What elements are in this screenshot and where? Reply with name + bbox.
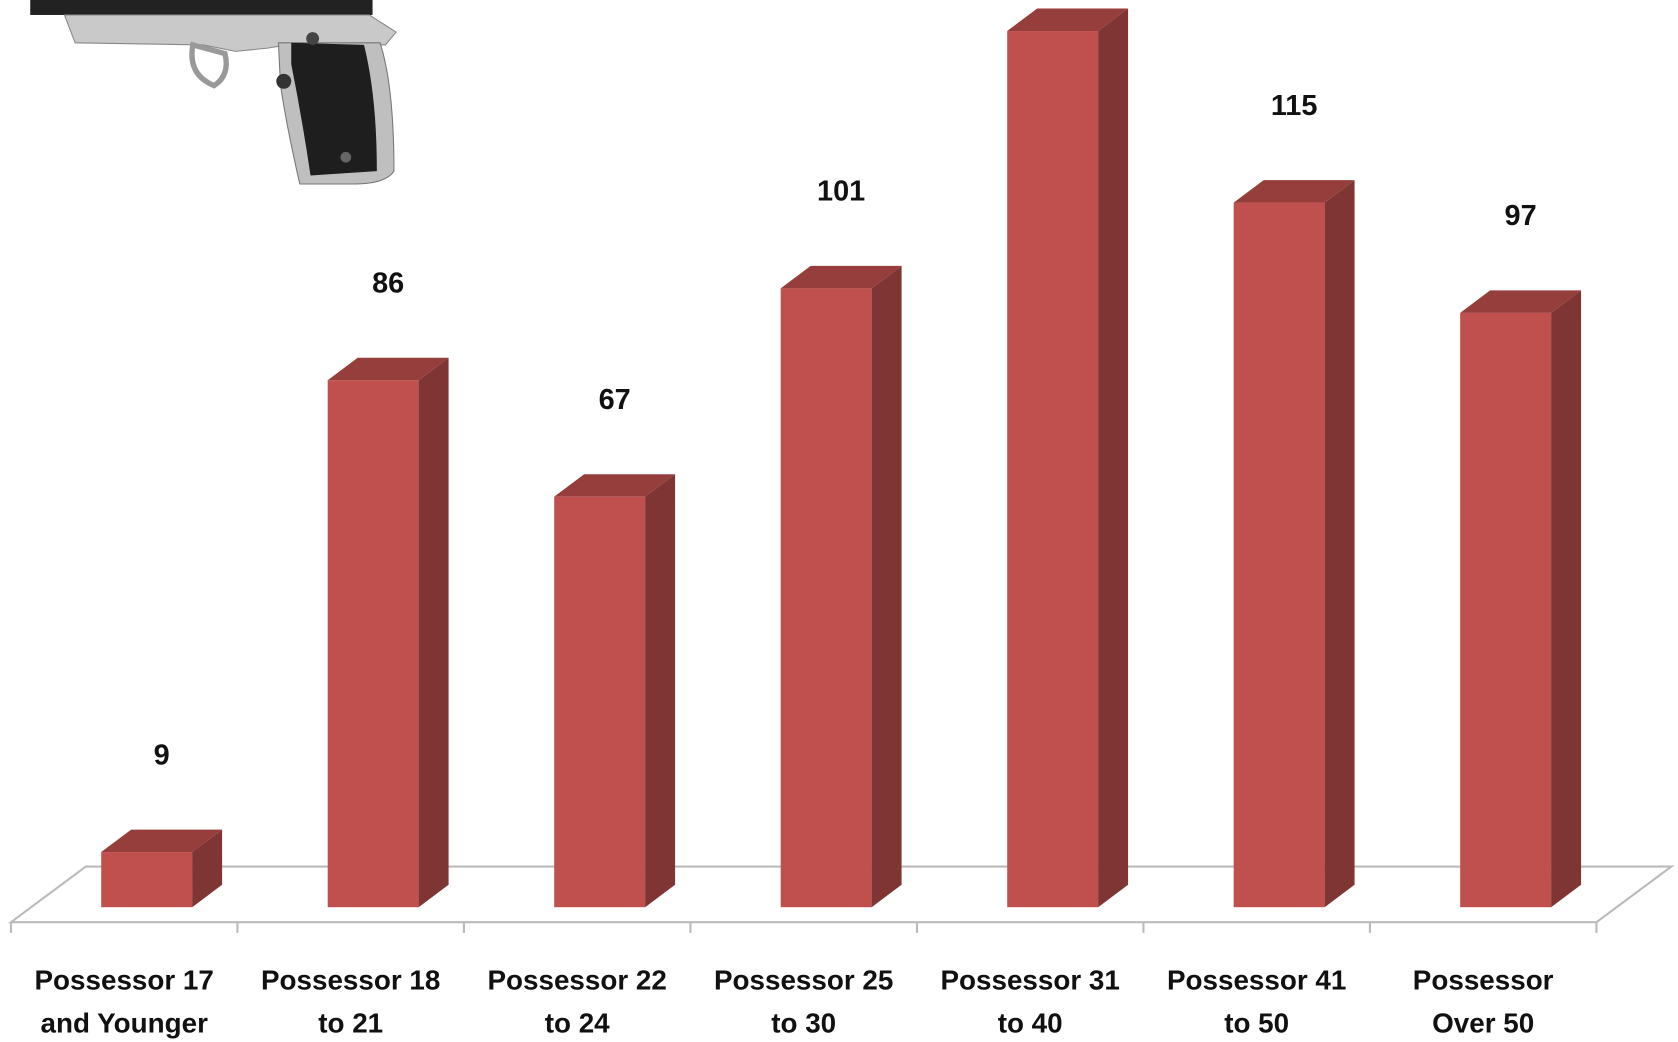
x-tick-label-box: Possessor 18 to 21 — [260, 963, 441, 1039]
pistol-illustration — [30, 0, 397, 185]
value-label: 97 — [1505, 200, 1537, 232]
bar-front — [101, 852, 193, 908]
value-label: 67 — [599, 384, 631, 416]
bar-front — [1460, 312, 1552, 908]
bar-side — [418, 357, 449, 908]
bar-front — [554, 496, 646, 908]
bar — [554, 474, 676, 908]
x-tick-label-box: Possessor 17 and Younger — [34, 963, 214, 1039]
x-tick-label-box: Possessor 41 to 50 — [1166, 963, 1347, 1039]
bar-top — [1460, 290, 1582, 313]
bar — [1233, 180, 1355, 908]
bar-top — [1233, 180, 1355, 203]
x-tick-label-box: Possessor 22 to 24 — [487, 963, 667, 1039]
x-tick-label: Possessor 17 and Younger — [34, 963, 214, 1039]
x-tick-label: Possessor 41 to 50 — [1166, 963, 1347, 1039]
x-tick-label-box: Possessor Over 50 — [1412, 963, 1554, 1039]
value-label: 115 — [1271, 90, 1318, 122]
bar-front — [1233, 202, 1325, 908]
bar — [780, 265, 902, 908]
bar-side — [1324, 180, 1355, 908]
x-tick-label-box: Possessor 25 to 30 — [713, 963, 894, 1039]
x-tick-label: Possessor Over 50 — [1412, 963, 1554, 1039]
bar-top — [101, 829, 223, 853]
bar-top — [554, 474, 676, 497]
x-tick-label: Possessor 18 to 21 — [260, 963, 441, 1039]
bar-side — [1551, 290, 1582, 908]
x-tick-label: Possessor 22 to 24 — [487, 963, 667, 1039]
bar — [1007, 8, 1129, 908]
bar-front — [327, 380, 419, 908]
bar-front — [780, 288, 872, 908]
x-tick-label: Possessor 31 to 40 — [940, 963, 1120, 1039]
bar — [1460, 290, 1582, 908]
bar-top — [780, 265, 902, 289]
bar-front — [1007, 31, 1099, 908]
bar-top — [327, 357, 449, 381]
bar — [327, 357, 449, 908]
value-label: 101 — [817, 176, 865, 208]
value-label: 86 — [372, 268, 404, 300]
x-tick-label-box: Possessor 31 to 40 — [940, 963, 1120, 1039]
bar-side — [1098, 8, 1129, 908]
bar-side — [871, 265, 902, 908]
value-label: 9 — [154, 739, 170, 771]
bar-side — [192, 829, 223, 908]
bar — [101, 829, 223, 908]
bar-side — [645, 474, 676, 908]
x-tick-label: Possessor 25 to 30 — [713, 963, 894, 1039]
bar-top — [1007, 8, 1129, 32]
